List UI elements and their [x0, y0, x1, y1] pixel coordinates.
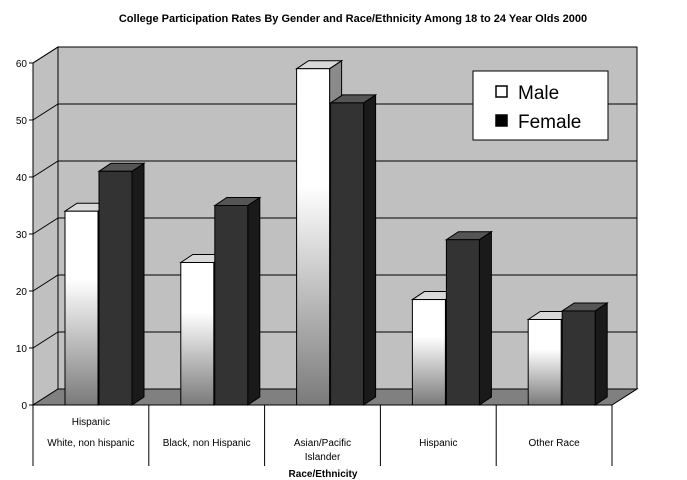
category-axis: Hispanic White, non hispanic Black, non Hi… — [32, 404, 613, 466]
bar-female — [97, 162, 146, 406]
category-label: Asian/Pacific — [294, 438, 351, 449]
y-tick-label: 60 — [16, 59, 28, 70]
bar-female — [213, 196, 262, 406]
legend-swatch-male — [495, 85, 508, 98]
legend-label-female: Female — [518, 112, 581, 133]
bar-front — [98, 170, 133, 406]
legend-label-male: Male — [518, 83, 559, 104]
bar-female — [444, 230, 494, 406]
gridline — [32, 217, 637, 235]
gridline — [32, 274, 637, 292]
bar-female — [328, 93, 378, 406]
bar-front — [561, 310, 596, 406]
bar-front — [527, 319, 562, 406]
bar-front — [180, 262, 215, 406]
y-tick-label: 10 — [16, 344, 28, 355]
bar-side — [363, 93, 377, 406]
bar-front — [411, 299, 446, 406]
category-label: Other Race — [529, 438, 581, 449]
bar-front — [330, 102, 365, 406]
bar-side — [594, 302, 608, 406]
x-axis-title: Race/Ethnicity — [289, 469, 358, 480]
bar-front — [64, 210, 99, 406]
gridline — [32, 160, 637, 178]
bar-side — [131, 162, 145, 406]
category-label: Hispanic — [419, 438, 457, 449]
gridline — [32, 103, 637, 121]
y-axis: 0 10 20 30 40 50 60 — [16, 59, 34, 412]
legend-box — [472, 70, 609, 141]
y-tick-label: 50 — [16, 116, 28, 127]
y-tick-label: 20 — [16, 287, 28, 298]
bar-front — [296, 68, 331, 406]
y-tick-label: 30 — [16, 230, 28, 241]
category-label: Islander — [305, 452, 341, 463]
legend: Male Female — [472, 70, 609, 141]
bar-front — [445, 239, 480, 406]
bar-female — [560, 302, 609, 406]
bar-front — [214, 205, 249, 406]
gridline — [32, 46, 637, 64]
legend-swatch-female — [495, 114, 508, 127]
category-label: White, non hispanic — [47, 438, 134, 449]
bar-side — [247, 196, 261, 406]
bars — [63, 59, 609, 406]
y-tick-label: 0 — [21, 401, 27, 412]
bar-side — [478, 230, 492, 406]
category-label: Black, non Hispanic — [163, 438, 251, 449]
y-tick-label: 40 — [16, 173, 28, 184]
category-label: Hispanic — [72, 417, 110, 428]
chart-title: College Participation Rates By Gender an… — [119, 13, 587, 25]
